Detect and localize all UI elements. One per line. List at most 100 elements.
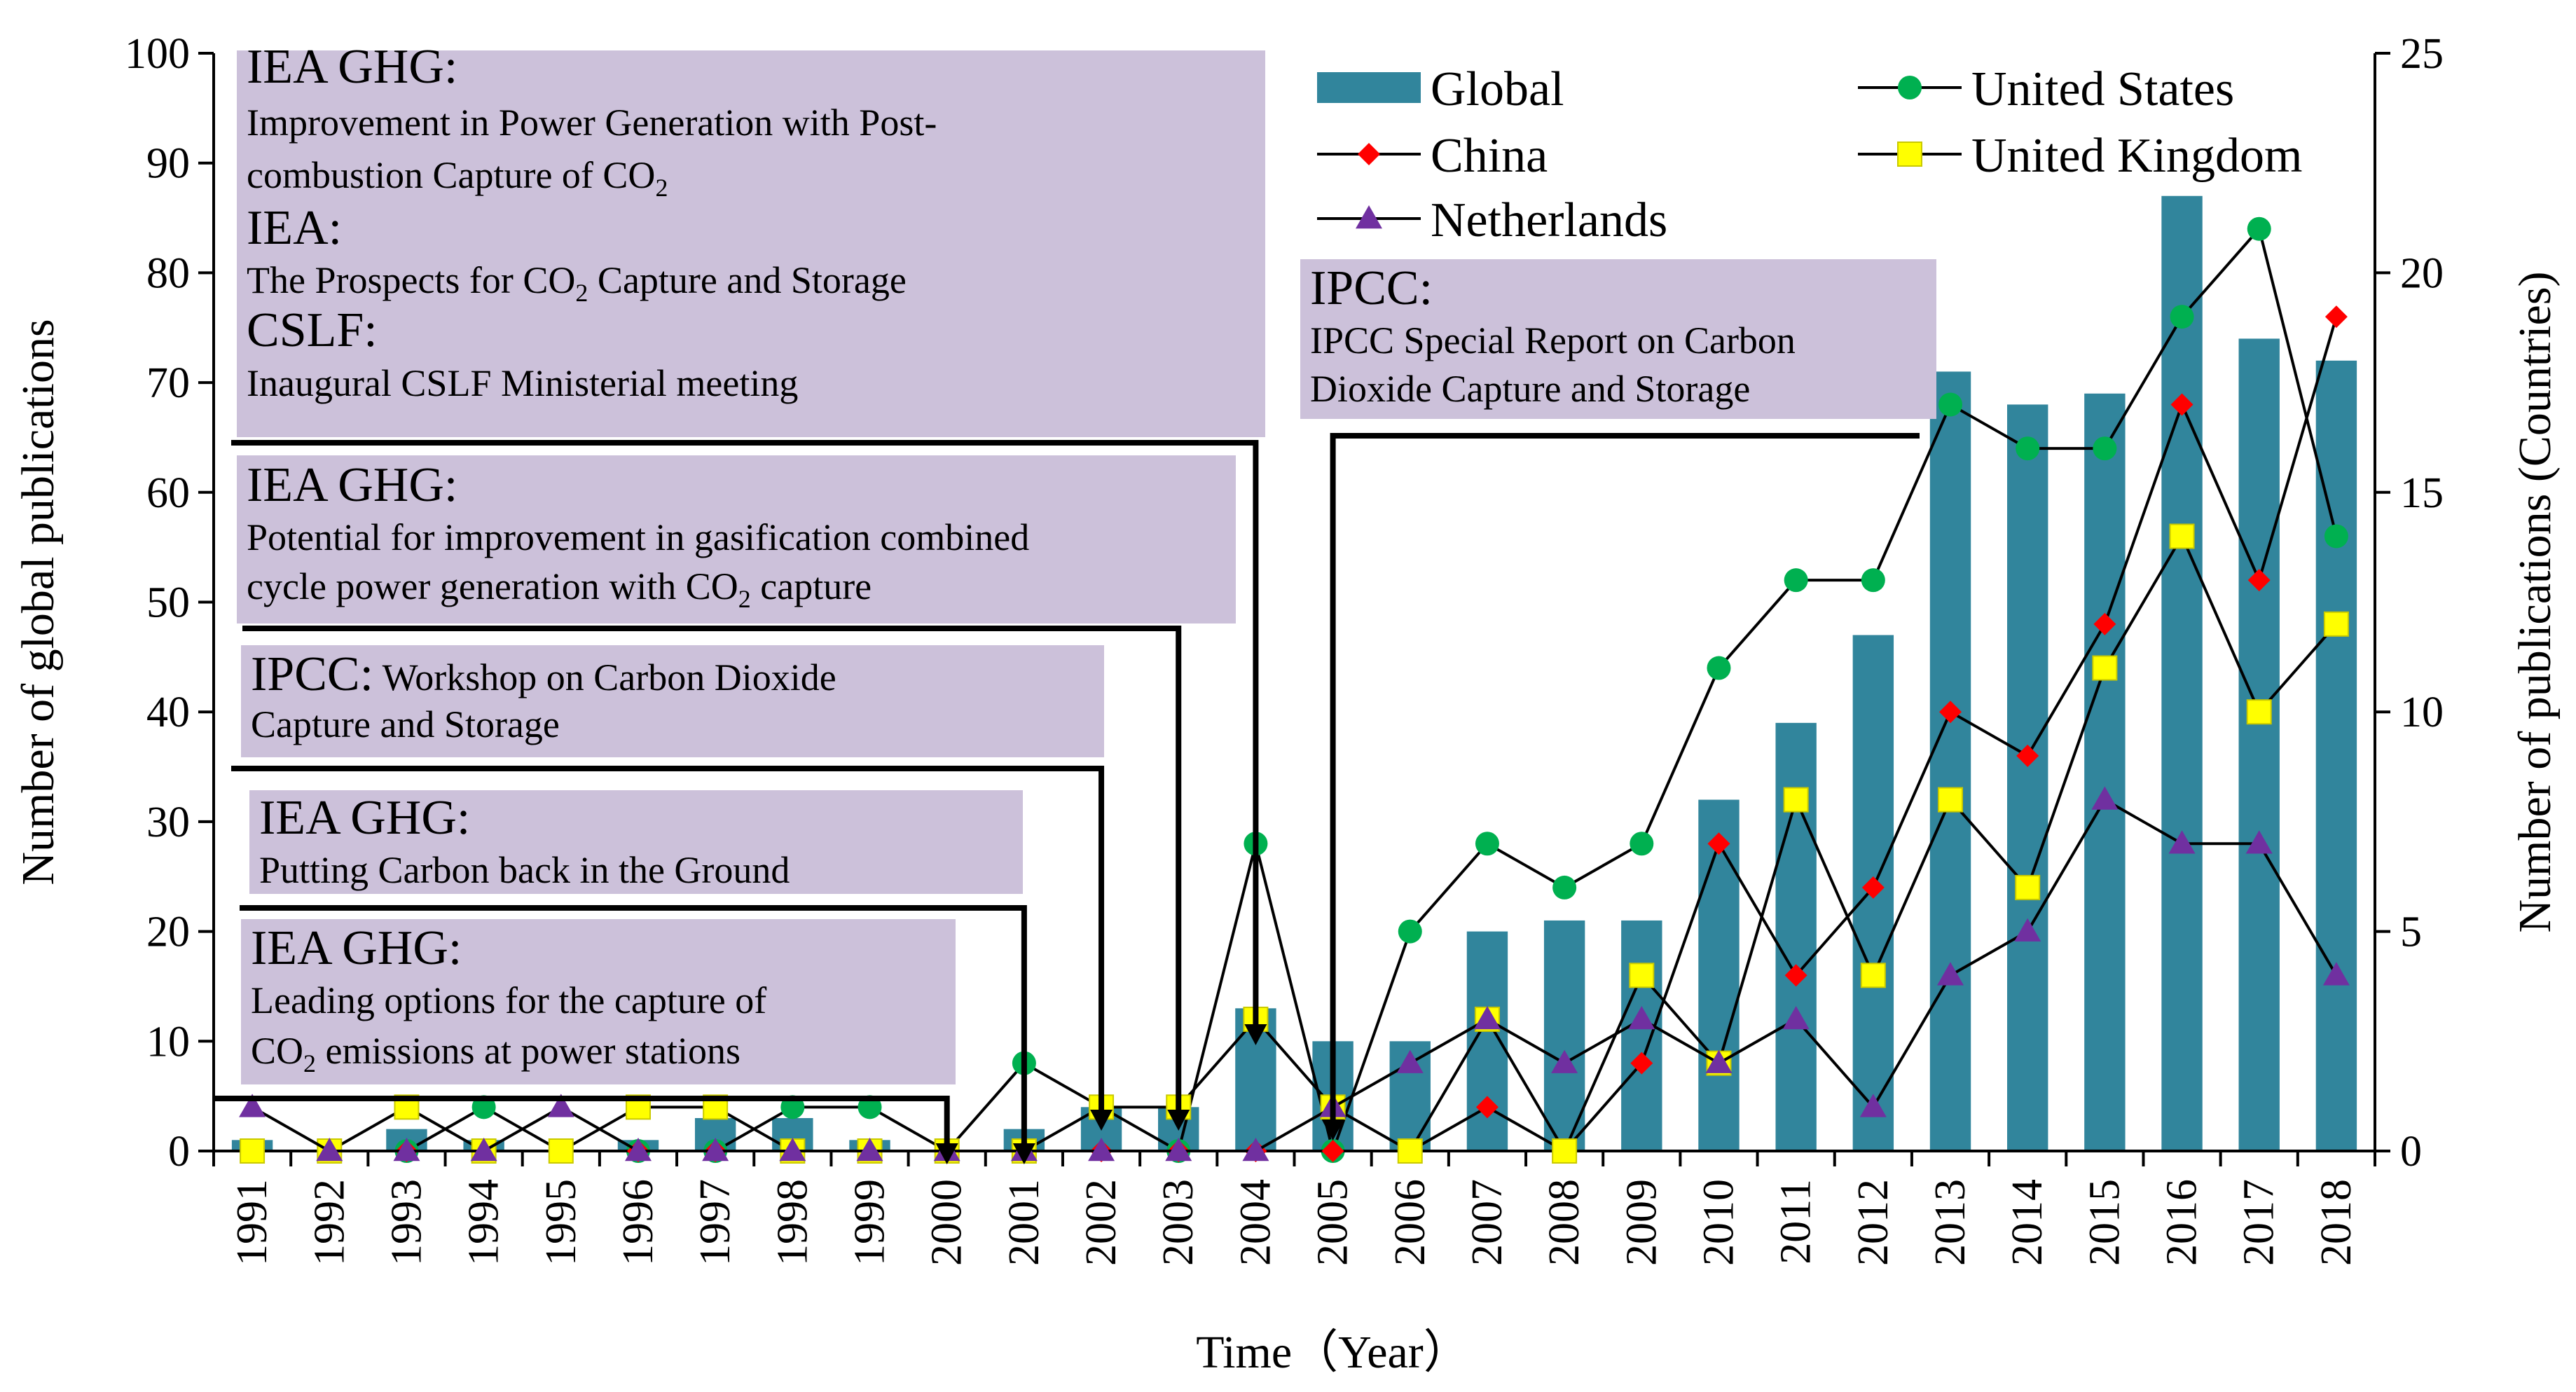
y-tick-label-90: 90 (146, 140, 190, 188)
point-united-states-2008 (1552, 875, 1577, 900)
y2-tick-label-25: 25 (2400, 30, 2444, 78)
point-netherlands-1997 (702, 1138, 729, 1162)
annotation-ann3: IPCC: Workshop on Carbon DioxideCapture … (231, 645, 1113, 1131)
x-tick-label-2009: 2009 (1618, 1179, 1665, 1266)
y-axis-title: Number of global publications (13, 319, 64, 885)
point-netherlands-2010 (1705, 1049, 1733, 1073)
x-tick-label-2018: 2018 (2313, 1179, 2360, 1266)
x-tick-label-2016: 2016 (2158, 1179, 2206, 1266)
legend-item-united-states: United States (1858, 62, 2234, 116)
bar-2010 (1698, 799, 1740, 1151)
legend-label-united-states: United States (1971, 62, 2234, 116)
annotation-box-ann5 (241, 919, 956, 1084)
legend-item-china: China (1317, 129, 1548, 183)
x-tick-label-1991: 1991 (228, 1179, 276, 1266)
point-netherlands-2014 (2014, 918, 2041, 942)
annotation-body-span: Putting Carbon back in the Ground (259, 849, 790, 891)
x-tick-label-2011: 2011 (1772, 1179, 1820, 1264)
y-tick-label-70: 70 (146, 359, 190, 407)
x-tick-label-2010: 2010 (1695, 1179, 1742, 1266)
point-netherlands-2004 (1242, 1138, 1269, 1162)
annotation-text-ann2-2: cycle power generation with CO2 capture (247, 565, 872, 613)
y-tick-label-100: 100 (125, 30, 190, 78)
bar-2008 (1543, 920, 1585, 1151)
point-united-kingdom-2015 (2092, 655, 2118, 681)
point-china-2012 (1861, 876, 1885, 899)
annotation-text-ann2-0: IEA GHG: (247, 458, 457, 512)
y2-tick-label-5: 5 (2400, 909, 2422, 956)
y2-axis-title: Number of publications (Countries) (2509, 272, 2561, 933)
annotation-ann2: IEA GHG:Potential for improvement in gas… (237, 455, 1236, 1131)
legend-label-global: Global (1431, 62, 1564, 116)
annotation-ann1: IEA GHG: Improvement in Power Generation … (231, 40, 1267, 1045)
annotation-box-ann4 (249, 790, 1023, 894)
annotation-box-ann1 (237, 50, 1265, 437)
annotation-text-ann1-6: Inaugural CSLF Ministerial meeting (247, 362, 798, 404)
annotation-text-ann1-5: CSLF: (247, 303, 378, 357)
annotation-leader-ann5 (214, 1096, 950, 1143)
y-tick-label-80: 80 (146, 249, 190, 297)
annotation-subscript: 2 (655, 174, 668, 202)
point-united-kingdom-2013 (1938, 787, 1964, 813)
bar-2016 (2161, 195, 2203, 1152)
annotation-body-span: combustion Capture of CO (247, 154, 655, 196)
x-tick-label-2014: 2014 (2004, 1179, 2051, 1266)
point-united-kingdom-2014 (2015, 874, 2041, 900)
y-tick-label-60: 60 (146, 469, 190, 517)
point-united-states-2016 (2170, 305, 2194, 329)
x-tick-label-1999: 1999 (846, 1179, 894, 1266)
annotation-leader-ann3 (231, 766, 1105, 1110)
legend-label-china: China (1431, 129, 1548, 183)
annotations: IEA GHG: Improvement in Power Generation … (214, 40, 1936, 1164)
x-tick-label-2003: 2003 (1155, 1179, 1202, 1266)
point-united-kingdom-1995 (548, 1138, 574, 1164)
annotation-box-ann3 (241, 645, 1104, 757)
annotation-box-ann2 (237, 455, 1236, 623)
x-tick-label-1992: 1992 (305, 1179, 353, 1266)
annotation-body-span: Dioxide Capture and Storage (1310, 368, 1750, 410)
x-tick-label-2015: 2015 (2081, 1179, 2128, 1266)
annotation-text-ann5-1: Leading options for the capture of (251, 979, 766, 1021)
bar-2014 (2006, 404, 2048, 1152)
point-united-states-2018 (2324, 524, 2348, 549)
y-tick-label-10: 10 (146, 1018, 190, 1066)
annotation-title-span: IPCC: (251, 647, 373, 701)
x-tick-label-1994: 1994 (460, 1179, 508, 1266)
annotation-subscript: 2 (575, 279, 588, 307)
annotation-text-ann3-1: Capture and Storage (251, 703, 560, 745)
point-united-kingdom-2006 (1397, 1138, 1423, 1164)
annotation-body-span: Capture and Storage (588, 259, 906, 301)
annotation-body-span: cycle power generation with CO (247, 565, 738, 607)
x-tick-label-2005: 2005 (1309, 1179, 1357, 1266)
x-tick-label-2013: 2013 (1927, 1179, 1974, 1266)
y-tick-label-30: 30 (146, 799, 190, 846)
annotation-text-ann4-1: Putting Carbon back in the Ground (259, 849, 790, 891)
annotation-leader-ann1 (231, 440, 1259, 1024)
point-netherlands-2006 (1396, 1049, 1424, 1073)
annotation-text-ann1-3: IEA: (247, 201, 342, 255)
point-united-kingdom-2008 (1552, 1138, 1578, 1164)
axes: 0 10 20 30 40 50 60 70 80 90 100 0 5 10 15 20 25 1991 1992… (125, 30, 2444, 1266)
point-united-states-2014 (2016, 436, 2040, 461)
point-netherlands-2012 (1859, 1094, 1887, 1117)
y2-tick-label-20: 20 (2400, 249, 2444, 297)
point-netherlands-1999 (856, 1138, 883, 1162)
point-china-2007 (1475, 1096, 1499, 1119)
annotation-arrow-ann6 (1321, 1119, 1344, 1141)
point-china-2010 (1707, 832, 1730, 855)
point-netherlands-1996 (624, 1138, 652, 1162)
point-netherlands-1998 (779, 1138, 806, 1162)
annotation-text-ann5-0: IEA GHG: (251, 921, 462, 975)
x-tick-label-2006: 2006 (1386, 1179, 1434, 1266)
point-china-2015 (2093, 612, 2116, 635)
point-netherlands-2011 (1782, 1005, 1810, 1030)
point-netherlands-2009 (1628, 1005, 1655, 1030)
point-netherlands-1991 (239, 1094, 266, 1117)
point-netherlands-1993 (393, 1138, 420, 1162)
annotation-body-span: emissions at power stations (316, 1030, 741, 1072)
annotation-body-span: CO (251, 1030, 303, 1072)
x-tick-label-1995: 1995 (537, 1179, 585, 1266)
point-china-2009 (1630, 1052, 1653, 1075)
point-united-states-2011 (1784, 568, 1808, 593)
y2-tick-label-15: 15 (2400, 469, 2444, 517)
